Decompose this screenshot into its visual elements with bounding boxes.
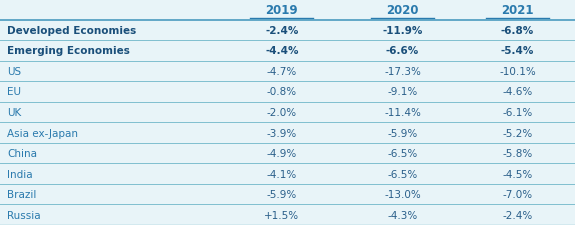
Text: -5.4%: -5.4%	[501, 46, 534, 56]
Text: -17.3%: -17.3%	[384, 67, 421, 76]
Text: -6.8%: -6.8%	[501, 26, 534, 36]
Text: -6.1%: -6.1%	[503, 108, 532, 117]
Text: Brazil: Brazil	[7, 189, 36, 199]
Text: -4.9%: -4.9%	[267, 148, 297, 158]
Text: 2021: 2021	[501, 4, 534, 17]
Text: UK: UK	[7, 108, 21, 117]
Text: -0.8%: -0.8%	[267, 87, 297, 97]
Text: -5.8%: -5.8%	[503, 148, 532, 158]
Text: -7.0%: -7.0%	[503, 189, 532, 199]
Text: Developed Economies: Developed Economies	[7, 26, 136, 36]
Text: +1.5%: +1.5%	[264, 210, 300, 220]
Text: China: China	[7, 148, 37, 158]
Text: Emerging Economies: Emerging Economies	[7, 46, 130, 56]
Text: -4.1%: -4.1%	[267, 169, 297, 179]
Text: -4.6%: -4.6%	[503, 87, 532, 97]
Text: -3.9%: -3.9%	[267, 128, 297, 138]
Text: -4.5%: -4.5%	[503, 169, 532, 179]
Text: -9.1%: -9.1%	[388, 87, 417, 97]
Text: EU: EU	[7, 87, 21, 97]
Text: -2.4%: -2.4%	[265, 26, 298, 36]
Text: Asia ex-Japan: Asia ex-Japan	[7, 128, 78, 138]
Text: -10.1%: -10.1%	[499, 67, 536, 76]
Text: -13.0%: -13.0%	[384, 189, 421, 199]
Text: -6.5%: -6.5%	[388, 169, 417, 179]
Text: -5.2%: -5.2%	[503, 128, 532, 138]
Text: -2.4%: -2.4%	[503, 210, 532, 220]
Text: -4.3%: -4.3%	[388, 210, 417, 220]
Text: Russia: Russia	[7, 210, 40, 220]
Text: -5.9%: -5.9%	[267, 189, 297, 199]
Text: US: US	[7, 67, 21, 76]
Text: 2020: 2020	[386, 4, 419, 17]
Text: -4.4%: -4.4%	[265, 46, 298, 56]
Text: -11.9%: -11.9%	[382, 26, 423, 36]
Text: India: India	[7, 169, 33, 179]
Text: -6.6%: -6.6%	[386, 46, 419, 56]
Text: -5.9%: -5.9%	[388, 128, 417, 138]
Text: -2.0%: -2.0%	[267, 108, 297, 117]
Text: -11.4%: -11.4%	[384, 108, 421, 117]
Text: -4.7%: -4.7%	[267, 67, 297, 76]
Text: 2019: 2019	[266, 4, 298, 17]
Text: -6.5%: -6.5%	[388, 148, 417, 158]
